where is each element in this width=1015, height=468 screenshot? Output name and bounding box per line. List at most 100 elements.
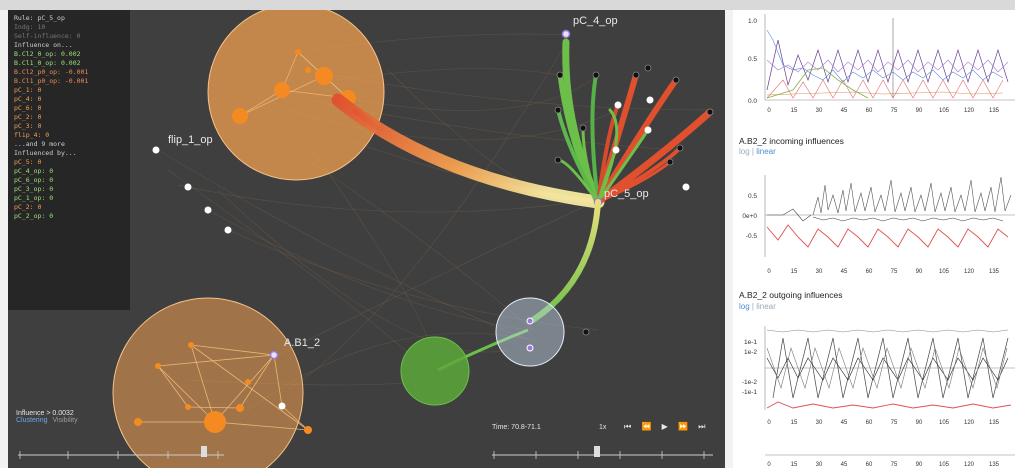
svg-text:120: 120 [964,420,975,426]
outgoing-linear-option[interactable]: linear [756,302,776,311]
cluster-orange-bottom[interactable] [112,297,304,468]
influence-charts-panel: 1.0 0.5 0.0 0 15 30 45 60 75 90 105 120 … [733,10,1015,468]
node-pc4-op[interactable] [561,29,571,39]
chart3-xticks: 0 15 30 45 60 75 90 105 120 135 [767,420,999,426]
influence-on-item[interactable]: pC_2: 0 [14,113,42,121]
svg-text:0: 0 [767,462,771,468]
influenced-by-item[interactable]: pC_6_op: 0 [14,176,54,184]
influenced-by-item[interactable]: pC_1_op: 0 [14,194,54,202]
svg-text:90: 90 [916,420,923,426]
influence-on-item[interactable]: B.Cl2_0_op: 0.002 [14,50,81,58]
top-bar [0,0,1015,10]
svg-text:75: 75 [891,269,898,275]
svg-text:0: 0 [767,420,771,426]
edge-pc5-secondary[interactable] [351,108,599,205]
label-ab1: A.B1_2 [284,337,321,349]
svg-text:75: 75 [891,462,898,468]
rewind-button[interactable]: ⏪ [641,422,656,431]
influence-more[interactable]: ...and 9 more [14,140,65,148]
svg-text:120: 120 [964,269,975,275]
fan-edges [556,38,714,206]
timeline-xticks: 0 15 30 45 60 75 90 105 120 135 [767,462,999,468]
node-info-panel: Rule: pC_5_op Indg: 10 Self-influence: 0… [8,10,130,310]
incoming-linear-option[interactable]: linear [756,147,776,156]
right-nodes [554,64,714,336]
influenced-by-item[interactable]: pC_3_op: 0 [14,185,54,193]
svg-text:105: 105 [939,108,950,114]
influence-on-item[interactable]: pC_6: 0 [14,104,42,112]
svg-text:90: 90 [916,269,923,275]
svg-text:45: 45 [841,420,848,426]
cluster-blue-node-1 [526,317,534,325]
cluster-orange-top[interactable] [207,10,385,181]
outgoing-toggle-separator: | [749,302,757,311]
visibility-toggle[interactable]: Visibility [52,417,78,424]
influenced-by-item[interactable]: pC_2_op: 0 [14,212,54,220]
speed-label[interactable]: 1x [599,424,607,431]
svg-text:30: 30 [816,108,823,114]
incoming-log-option[interactable]: log [739,147,750,156]
play-button[interactable]: ▶ [661,422,672,431]
influenced-by-item[interactable]: pC_5: 0 [14,158,42,166]
skip-end-button[interactable]: ⏭ [698,422,710,431]
svg-text:60: 60 [866,420,873,426]
influence-on-item[interactable]: pC_3: 0 [14,122,42,130]
influence-on-item[interactable]: B.Cl1_p0_op: -0.001 [14,77,89,85]
incoming-influences-title: A.B2_2 incoming influences [739,136,844,146]
influence-slider-handle[interactable] [201,446,207,457]
svg-text:120: 120 [964,462,975,468]
svg-text:135: 135 [989,462,1000,468]
node-ab1[interactable] [269,350,279,360]
outgoing-scale-toggle: log | linear [739,302,776,311]
svg-text:135: 135 [989,108,1000,114]
influence-on-item[interactable]: pC_4: 0 [14,95,42,103]
cluster-blue[interactable] [495,297,565,367]
clustering-toggle[interactable]: Clustering [16,417,48,424]
fast-forward-button[interactable]: ⏩ [678,422,692,431]
svg-text:105: 105 [939,462,950,468]
chart1-ytick-1: 1.0 [748,18,757,25]
outgoing-log-option[interactable]: log [739,302,750,311]
time-label: Time: 70.8-71.1 [492,424,541,431]
cluster-orange-bottom-white [278,402,286,410]
influenced-by-item[interactable]: pC_2: 0 [14,203,42,211]
svg-text:15: 15 [791,269,798,275]
edge-pc5-to-blue-cluster [530,199,601,323]
label-pc4-op: pC_4_op [573,15,618,27]
cluster-blue-node-2 [526,344,534,352]
chart3-ytick-1: 1e-1 [744,339,757,346]
svg-text:90: 90 [916,108,923,114]
influenced-by-header: Influenced by... [14,149,77,157]
label-flip1-op: flip_1_op [168,134,213,146]
influence-on-header: Influence on... [14,41,73,49]
cluster-green[interactable] [400,336,470,406]
playback-controls: ⏮ ⏪ ▶ ⏩ ⏭ [624,422,709,432]
chart3-ytick-2: 1e-2 [744,349,757,356]
influence-on-item[interactable]: B.Cl1_0_op: 0.002 [14,59,81,67]
skip-start-button[interactable]: ⏮ [624,422,636,431]
influence-on-item[interactable]: B.Cl2_p0_op: -0.001 [14,68,89,76]
activity-chart: 1.0 0.5 0.0 0 15 30 45 60 75 90 105 120 … [748,14,1015,114]
influenced-by-list: pC_5: 0 pC_4_op: 0 pC_6_op: 0 pC_3_op: 0 pC_… [14,158,124,221]
influenced-by-item[interactable]: pC_4_op: 0 [14,167,54,175]
svg-text:0: 0 [767,269,771,275]
info-node-name: Rule: pC_5_op [14,14,65,22]
influence-on-item[interactable]: pC_1: 0 [14,86,42,94]
info-self-influence: Self-influence: 0 [14,32,81,40]
time-slider-handle[interactable] [594,446,600,457]
cluster-orange-bottom-nodes [134,342,312,434]
svg-text:135: 135 [989,420,1000,426]
chart1-ytick-0: 0.0 [748,98,757,105]
network-visualization[interactable]: Rule: pC_5_op Indg: 10 Self-influence: 0… [8,10,725,468]
outgoing-influences-chart: 1e-1 1e-2 -1e-2 -1e-1 0 15 30 45 60 75 9… [742,326,1015,468]
network-graph[interactable] [8,10,725,468]
svg-text:105: 105 [939,269,950,275]
influence-slider-ticks [19,451,219,459]
svg-text:45: 45 [841,108,848,114]
info-indegree: Indg: 10 [14,23,46,31]
incoming-toggle-separator: | [749,147,757,156]
influence-on-item[interactable]: flip_4: 0 [14,131,50,139]
influence-on-list: B.Cl2_0_op: 0.002 B.Cl1_0_op: 0.002 B.Cl2_… [14,50,124,140]
svg-text:15: 15 [791,420,798,426]
cluster-orange-top-nodes [232,49,356,124]
